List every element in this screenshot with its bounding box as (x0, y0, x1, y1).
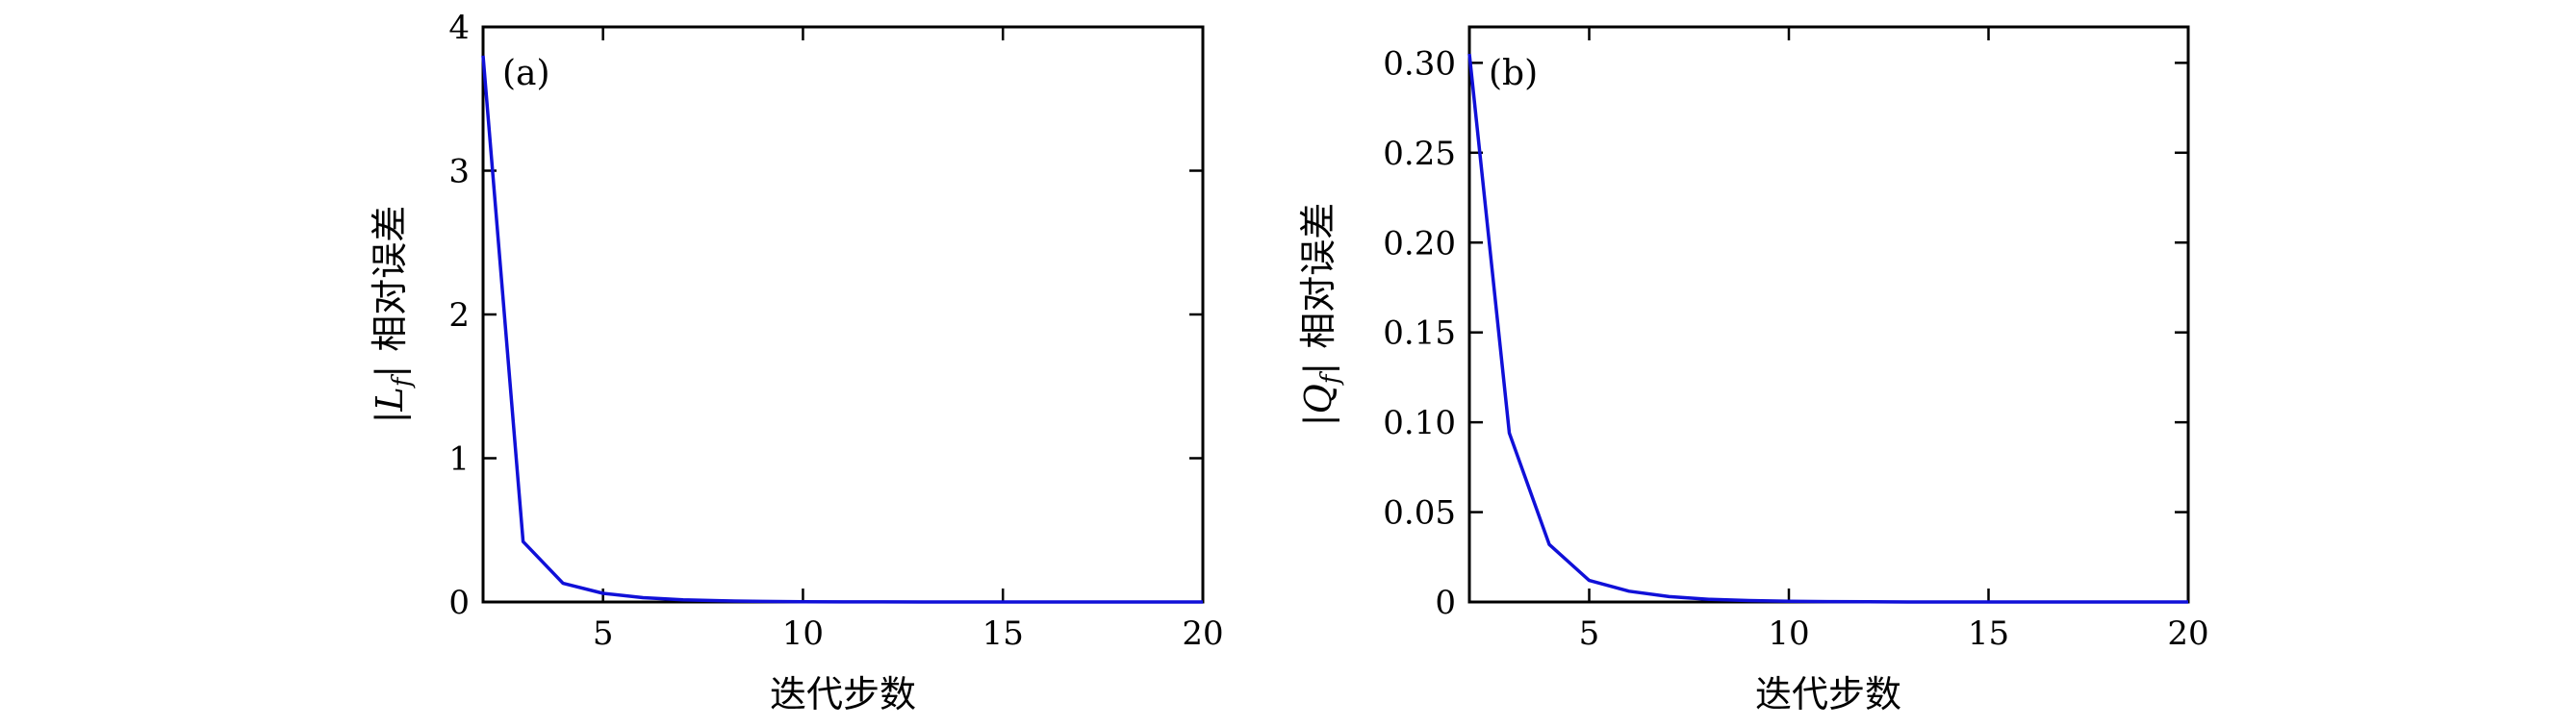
tick-marks (483, 25, 1205, 604)
x-tick-label-10: 10 (782, 614, 824, 653)
tick-labels: 5 10 15 20 0 1 2 3 4 (448, 9, 1223, 653)
y-tick-label-3: 0.15 (1383, 314, 1456, 353)
plot-frame (481, 25, 1205, 604)
y-axis-label-open: | (369, 411, 411, 423)
series-line (481, 55, 1203, 604)
y-tick-label-2: 2 (448, 296, 470, 335)
y-axis-label-text: 相对误差 (1297, 203, 1339, 349)
x-tick-label-10: 10 (1768, 614, 1809, 653)
chart-panel-b: 5 10 15 20 0 0.05 0.10 0.15 0.20 0.25 0.30 (b) 迭代步… (1297, 25, 2209, 715)
y-axis-label-close: | (369, 365, 411, 378)
x-tick-label-15: 15 (982, 614, 1024, 653)
y-tick-label-6: 0.30 (1383, 44, 1456, 83)
y-axis-label: |Qf|相对误差 (1297, 203, 1345, 426)
x-tick-label-20: 20 (2167, 614, 2208, 653)
y-axis-label-close: | (1297, 363, 1339, 375)
y-axis-label-var: Q (1297, 384, 1339, 414)
y-tick-label-0: 0 (1435, 584, 1456, 622)
y-axis-label: |Lf|相对误差 (369, 206, 417, 424)
y-tick-label-1: 1 (448, 440, 470, 479)
tick-labels: 5 10 15 20 0 0.05 0.10 0.15 0.20 0.25 0.30 (1383, 44, 2208, 653)
plot-frame (1467, 25, 2190, 604)
x-axis-label: 迭代步数 (1755, 673, 1901, 715)
tick-marks (1469, 27, 2190, 604)
y-tick-label-5: 0.25 (1383, 135, 1456, 173)
panel-label: (a) (502, 54, 550, 93)
y-tick-label-0: 0 (448, 584, 470, 622)
x-tick-label-5: 5 (593, 614, 614, 653)
y-tick-label-4: 4 (448, 9, 470, 47)
y-axis-label-open: | (1297, 414, 1339, 426)
y-tick-label-3: 3 (448, 153, 470, 191)
y-tick-label-2: 0.10 (1383, 404, 1456, 442)
x-tick-label-15: 15 (1968, 614, 2009, 653)
series-line (1467, 53, 2188, 604)
y-tick-label-4: 0.20 (1383, 224, 1456, 263)
x-tick-label-20: 20 (1182, 614, 1223, 653)
x-axis-label: 迭代步数 (770, 673, 916, 715)
x-tick-label-5: 5 (1579, 614, 1600, 653)
y-tick-label-1: 0.05 (1383, 494, 1456, 533)
y-axis-label-text: 相对误差 (369, 206, 411, 352)
panel-label: (b) (1489, 54, 1538, 93)
y-axis-label-var: L (369, 387, 411, 412)
